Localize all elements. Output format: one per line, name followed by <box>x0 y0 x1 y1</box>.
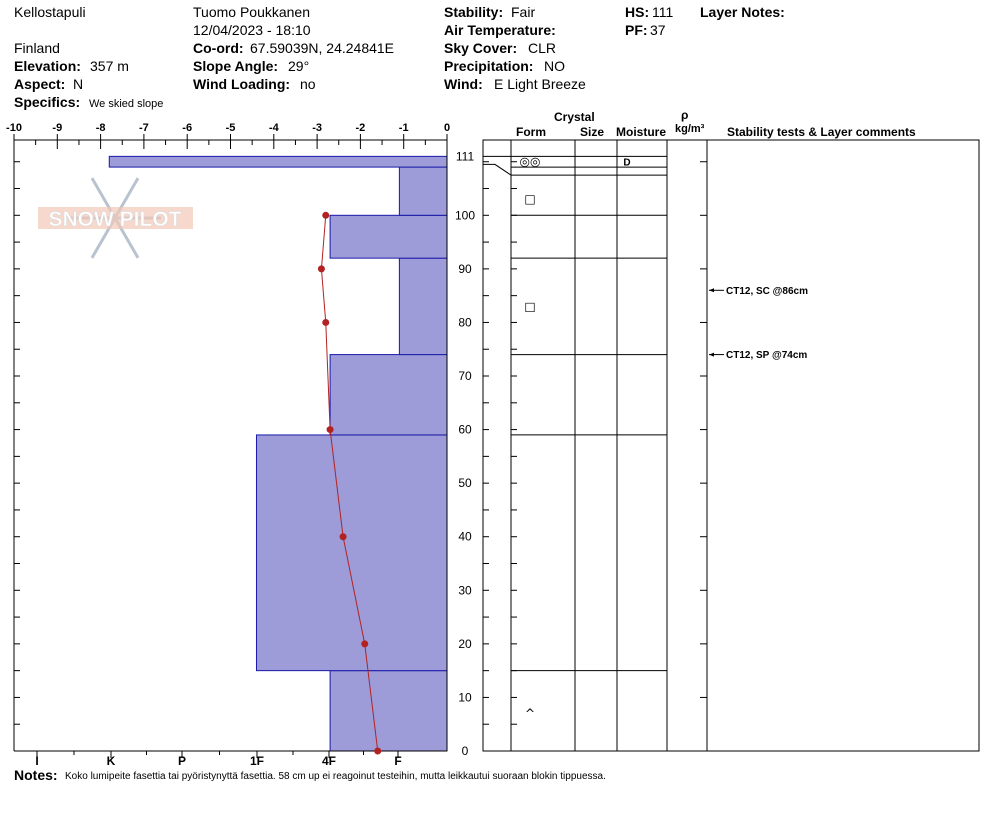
hs-label: HS: <box>625 4 650 20</box>
temp-tick-label: -5 <box>226 122 236 134</box>
height-label: 50 <box>458 476 472 490</box>
slope-value: 29° <box>288 58 310 74</box>
wind-value: E Light Breeze <box>494 76 586 92</box>
location: Kellostapuli <box>14 4 86 20</box>
stability-label: Stability: <box>444 4 504 20</box>
temperature-point <box>322 211 330 219</box>
hardness-bar <box>108 155 448 168</box>
specifics-label: Specifics: <box>14 94 81 110</box>
hs-value: 111 <box>652 4 674 20</box>
temp-tick-label: -3 <box>312 122 322 134</box>
slope-label: Slope Angle: <box>193 58 279 74</box>
temp-tick-label: 0 <box>444 122 450 134</box>
temp-tick-label: -9 <box>52 122 62 134</box>
hardness-label: 1F <box>250 754 264 768</box>
temp-tick-label: -7 <box>139 122 149 134</box>
stability-arrowhead <box>709 288 714 293</box>
datetime: 12/04/2023 - 18:10 <box>193 22 311 38</box>
temperature-point <box>326 426 334 434</box>
stability-test-label: CT12, SC @86cm <box>726 286 808 297</box>
hardness-bar <box>255 434 448 672</box>
elevation-value: 357 m <box>90 58 129 74</box>
hardness-label: I <box>35 754 38 768</box>
boundary-connector <box>483 163 512 176</box>
temperature-point <box>322 318 330 326</box>
height-label: 10 <box>458 690 472 704</box>
wind-loading-value: no <box>300 76 316 92</box>
aspect-label: Aspect: <box>14 76 66 92</box>
notes-text: Koko lumipeite fasettia tai pyöristynytt… <box>65 771 606 782</box>
hardness-bar <box>329 670 448 752</box>
coord-label: Co-ord: <box>193 40 244 56</box>
crystal-form-symbol: ^ <box>525 707 535 721</box>
temperature-point <box>317 265 325 273</box>
precip-value: NO <box>544 58 565 74</box>
stability-test-label: CT12, SP @74cm <box>726 350 807 361</box>
crystal-form-symbol: ◎◎ <box>520 155 541 169</box>
layer-notes-label: Layer Notes: <box>700 4 785 20</box>
air-temp-label: Air Temperature: <box>444 22 556 38</box>
crystal-header: Crystal <box>554 110 595 124</box>
temperature-point <box>374 747 382 755</box>
temp-tick-label: -4 <box>269 122 280 134</box>
size-header: Size <box>580 125 605 139</box>
height-label: 60 <box>458 423 472 437</box>
crystal-form-symbol: □ <box>524 192 535 206</box>
hardness-label: F <box>394 754 401 768</box>
density-unit-header: kg/m³ <box>675 123 705 135</box>
height-label: 111 <box>456 149 475 163</box>
hardness-bar <box>398 257 448 356</box>
wind-label: Wind: <box>444 76 483 92</box>
snowpilot-watermark: SNOW PILOT <box>38 177 193 259</box>
height-label: 30 <box>458 583 472 597</box>
notes-label: Notes: <box>14 767 58 783</box>
moisture-header: Moisture <box>616 125 667 139</box>
sky-value: CLR <box>528 40 557 56</box>
specifics-value: We skied slope <box>89 98 164 110</box>
height-label: 0 <box>462 744 469 758</box>
height-label: 90 <box>458 262 472 276</box>
crystal-form-symbol: □ <box>524 299 535 313</box>
hardness-label: 4F <box>322 754 336 768</box>
temp-tick-label: -10 <box>6 122 22 134</box>
layer-table-frame <box>482 139 980 752</box>
country: Finland <box>14 40 60 56</box>
elevation-label: Elevation: <box>14 58 81 74</box>
height-label: 20 <box>458 637 472 651</box>
rho-header: ρ <box>681 108 689 122</box>
temp-tick-label: -2 <box>356 122 366 134</box>
temp-tick-label: -8 <box>96 122 106 134</box>
height-label: 40 <box>458 530 472 544</box>
aspect-value: N <box>73 76 84 92</box>
temperature-point <box>339 533 347 541</box>
pf-value: 37 <box>650 22 666 38</box>
hardness-bar <box>329 214 448 259</box>
sky-label: Sky Cover: <box>444 40 518 56</box>
height-label: 80 <box>458 315 472 329</box>
moisture-value: D <box>623 158 630 169</box>
stability-value: Fair <box>511 4 536 20</box>
stability-arrowhead <box>709 352 714 357</box>
form-header: Form <box>516 125 546 139</box>
temp-tick-label: -1 <box>399 122 409 134</box>
pf-label: PF: <box>625 22 648 38</box>
hardness-bar <box>329 354 448 436</box>
temp-tick-label: -6 <box>182 122 192 134</box>
hardness-label: K <box>107 754 116 768</box>
observer: Tuomo Poukkanen <box>193 4 310 20</box>
wind-loading-label: Wind Loading: <box>193 76 291 92</box>
coord-value: 67.59039N, 24.24841E <box>250 40 395 56</box>
hardness-bar <box>398 166 448 216</box>
hardness-label: P <box>178 754 186 768</box>
watermark-text: SNOW PILOT <box>49 208 182 231</box>
height-label: 100 <box>455 208 475 222</box>
precip-label: Precipitation: <box>444 58 534 74</box>
watermark-band <box>38 207 193 229</box>
temperature-point <box>361 640 369 648</box>
height-label: 70 <box>458 369 472 383</box>
stability-comments-header: Stability tests & Layer comments <box>727 125 916 139</box>
